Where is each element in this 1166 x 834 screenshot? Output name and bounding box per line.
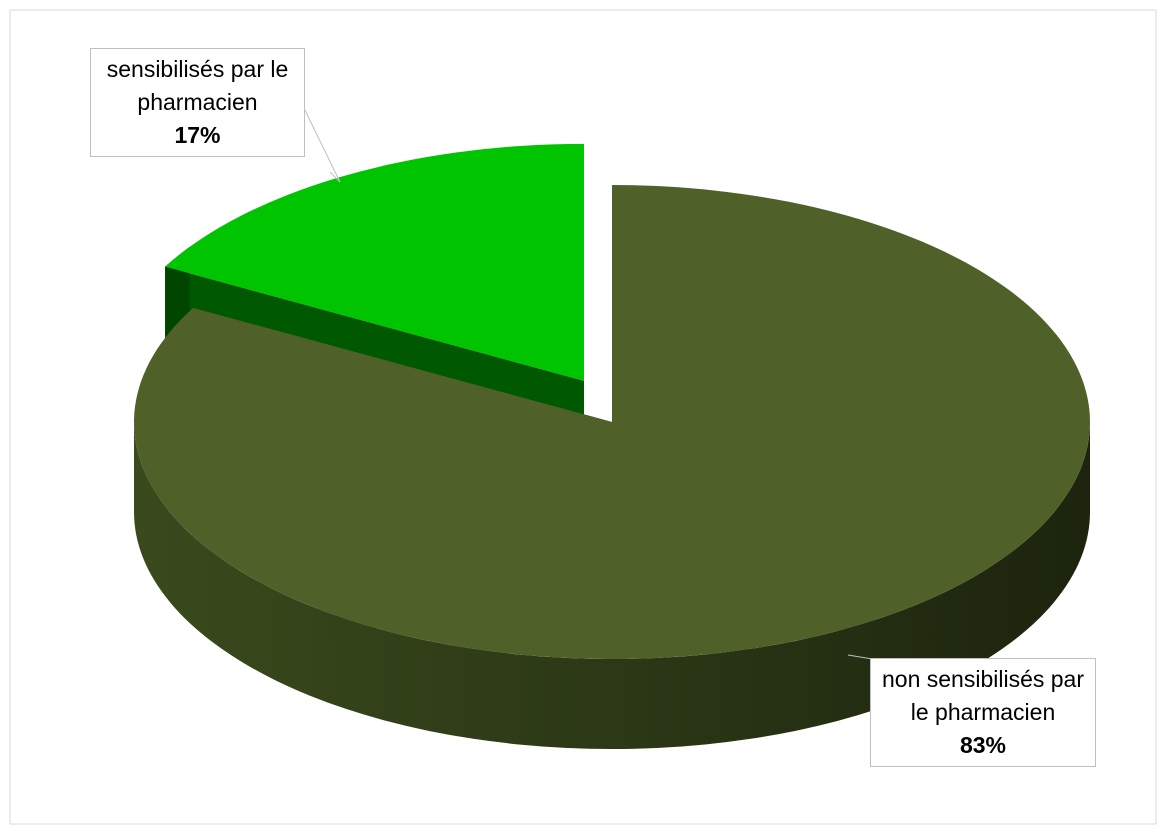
category-label: non sensibilisés par le pharmacien — [881, 666, 1084, 725]
value-label: 83% — [959, 732, 1007, 758]
pie-slice — [165, 143, 585, 381]
value-label: 17% — [174, 122, 221, 148]
data-label: non sensibilisés par le pharmacien 83% — [870, 658, 1096, 767]
data-label: sensibilisés par le pharmacien 17% — [90, 48, 305, 157]
pie — [134, 143, 1090, 749]
leader-line — [299, 99, 341, 183]
slice-side — [134, 422, 1090, 749]
pie-slice — [134, 185, 1090, 660]
leader-line — [329, 171, 341, 183]
category-label: sensibilisés par le pharmacien — [106, 56, 289, 115]
